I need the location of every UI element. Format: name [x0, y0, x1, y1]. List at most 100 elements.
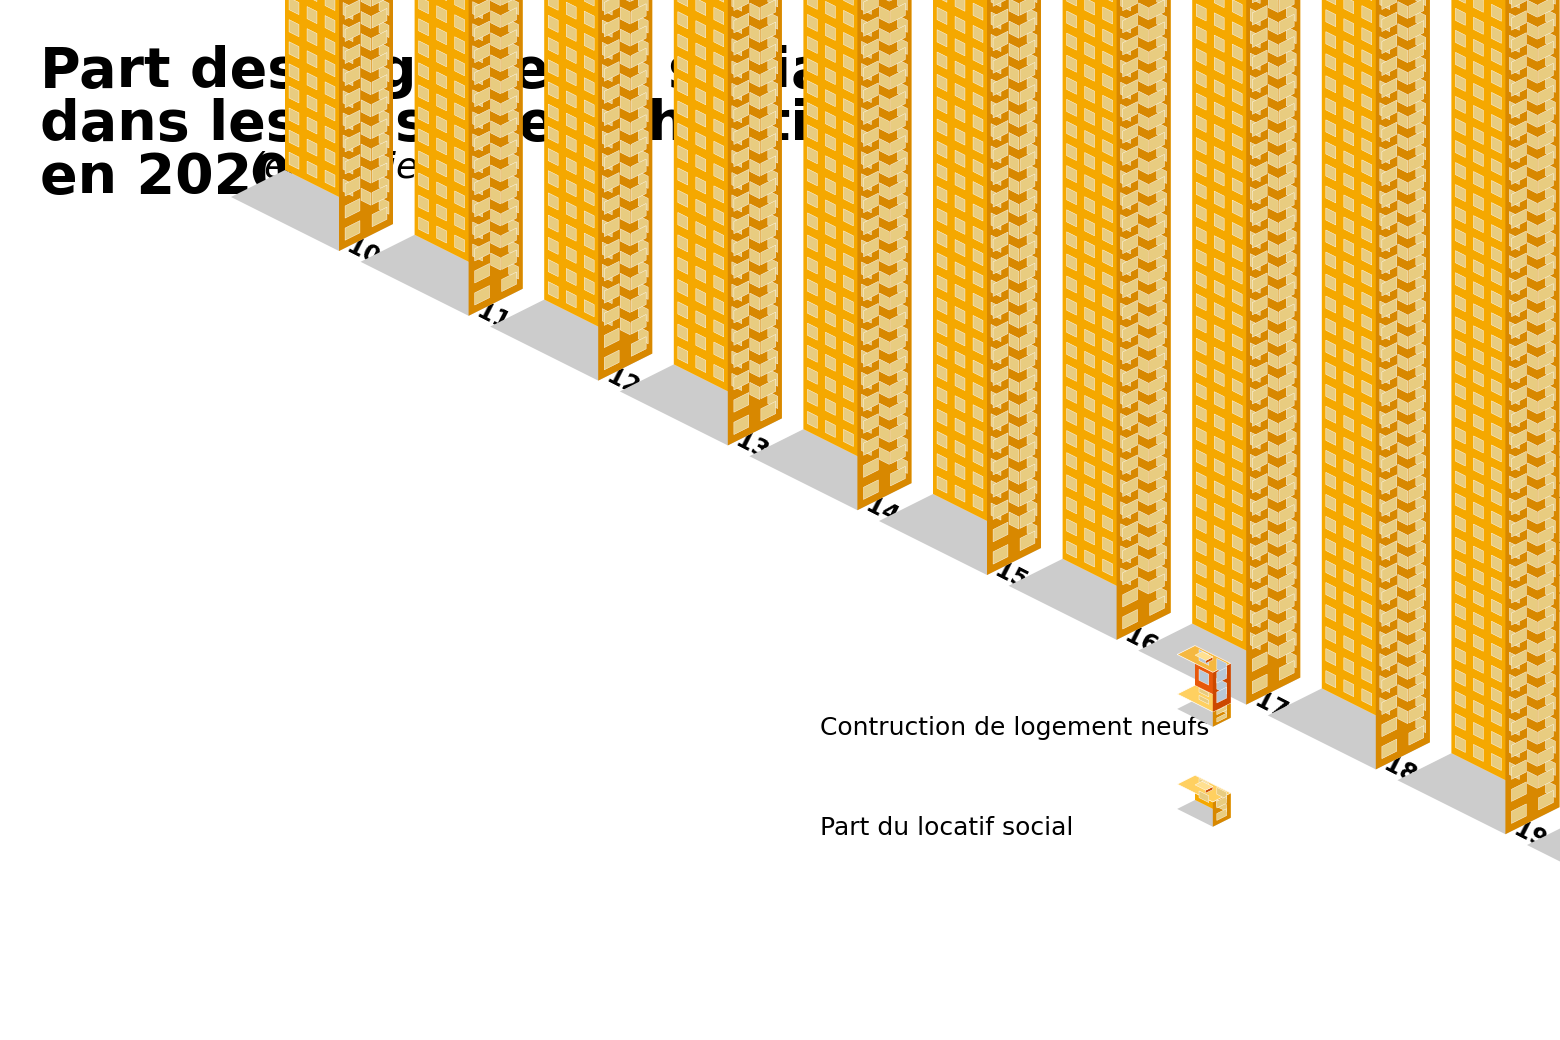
- Polygon shape: [1279, 348, 1295, 368]
- Polygon shape: [1139, 3, 1148, 20]
- Polygon shape: [1020, 0, 1034, 16]
- Polygon shape: [324, 0, 335, 10]
- Polygon shape: [604, 217, 619, 237]
- Polygon shape: [1250, 98, 1260, 114]
- Polygon shape: [1527, 0, 1537, 18]
- Polygon shape: [1232, 312, 1242, 329]
- Polygon shape: [548, 215, 558, 232]
- Polygon shape: [861, 196, 872, 213]
- Polygon shape: [1491, 445, 1501, 462]
- Polygon shape: [289, 0, 300, 15]
- Polygon shape: [1455, 30, 1465, 48]
- Polygon shape: [1416, 297, 1426, 314]
- Polygon shape: [1268, 18, 1278, 34]
- Polygon shape: [1382, 210, 1396, 230]
- Polygon shape: [1512, 451, 1526, 471]
- Text: 2019: 2019: [1480, 802, 1551, 854]
- Polygon shape: [343, 135, 353, 152]
- Polygon shape: [1026, 253, 1037, 270]
- Polygon shape: [1382, 12, 1396, 31]
- Polygon shape: [548, 259, 558, 277]
- Polygon shape: [1381, 411, 1390, 428]
- Polygon shape: [1150, 220, 1164, 240]
- Polygon shape: [1538, 262, 1554, 281]
- Polygon shape: [897, 457, 908, 473]
- Polygon shape: [714, 97, 724, 113]
- Polygon shape: [1103, 493, 1112, 510]
- Polygon shape: [1120, 104, 1131, 122]
- Polygon shape: [1527, 374, 1537, 392]
- Polygon shape: [1326, 450, 1335, 467]
- Polygon shape: [1020, 442, 1034, 462]
- Polygon shape: [1178, 775, 1231, 802]
- Polygon shape: [768, 12, 778, 29]
- Polygon shape: [991, 503, 1002, 520]
- Polygon shape: [509, 42, 518, 58]
- Polygon shape: [897, 37, 908, 54]
- Polygon shape: [1020, 241, 1034, 261]
- Polygon shape: [418, 151, 429, 168]
- Polygon shape: [1546, 538, 1555, 555]
- Polygon shape: [1416, 540, 1426, 556]
- Polygon shape: [289, 20, 300, 36]
- Polygon shape: [864, 17, 878, 36]
- Polygon shape: [307, 161, 317, 178]
- Polygon shape: [1197, 49, 1206, 66]
- Polygon shape: [1020, 531, 1034, 550]
- Polygon shape: [1250, 365, 1260, 383]
- Polygon shape: [1279, 527, 1295, 547]
- Polygon shape: [732, 0, 741, 11]
- Polygon shape: [1139, 180, 1148, 197]
- Polygon shape: [343, 179, 353, 197]
- Polygon shape: [1510, 498, 1519, 515]
- Polygon shape: [1250, 120, 1260, 137]
- Polygon shape: [1197, 449, 1206, 467]
- Polygon shape: [1139, 577, 1148, 594]
- Polygon shape: [1123, 279, 1137, 297]
- Polygon shape: [418, 194, 429, 212]
- Polygon shape: [1362, 28, 1371, 45]
- Polygon shape: [1538, 239, 1554, 259]
- Polygon shape: [1546, 9, 1555, 26]
- Polygon shape: [1491, 643, 1501, 660]
- Polygon shape: [1510, 366, 1519, 383]
- Polygon shape: [1416, 451, 1426, 468]
- Polygon shape: [602, 264, 612, 282]
- Polygon shape: [491, 99, 501, 115]
- Polygon shape: [1123, 190, 1137, 209]
- Polygon shape: [844, 408, 853, 424]
- Polygon shape: [1512, 694, 1526, 713]
- Polygon shape: [679, 302, 688, 319]
- Polygon shape: [566, 268, 576, 286]
- Polygon shape: [1343, 614, 1354, 630]
- Polygon shape: [1527, 506, 1537, 524]
- Polygon shape: [1381, 698, 1390, 714]
- Polygon shape: [437, 50, 446, 67]
- Polygon shape: [1362, 358, 1371, 375]
- Polygon shape: [844, 363, 853, 381]
- Polygon shape: [491, 10, 501, 28]
- Polygon shape: [1512, 518, 1526, 537]
- Polygon shape: [768, 190, 778, 208]
- Polygon shape: [1253, 407, 1267, 426]
- Polygon shape: [1546, 714, 1555, 731]
- Polygon shape: [991, 34, 1002, 52]
- Polygon shape: [1084, 505, 1095, 523]
- Polygon shape: [621, 51, 630, 69]
- Polygon shape: [1197, 182, 1206, 200]
- Polygon shape: [1455, 97, 1465, 113]
- Polygon shape: [1156, 210, 1167, 228]
- Polygon shape: [1279, 327, 1295, 346]
- Polygon shape: [1538, 107, 1554, 127]
- Polygon shape: [1491, 423, 1501, 440]
- Polygon shape: [502, 184, 516, 204]
- Polygon shape: [880, 293, 889, 310]
- Polygon shape: [343, 157, 353, 174]
- Polygon shape: [861, 174, 872, 190]
- Polygon shape: [1253, 50, 1267, 70]
- Polygon shape: [1150, 154, 1164, 174]
- Polygon shape: [509, 218, 518, 235]
- Polygon shape: [1067, 298, 1076, 315]
- Polygon shape: [1527, 640, 1537, 656]
- Polygon shape: [1474, 634, 1484, 651]
